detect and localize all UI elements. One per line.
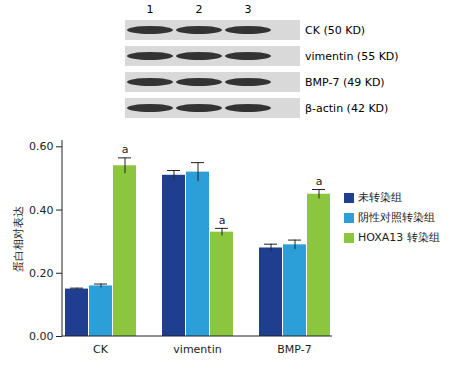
svg-text:0.00: 0.00 <box>29 330 54 343</box>
svg-text:0.40: 0.40 <box>29 204 54 217</box>
svg-text:a: a <box>122 143 129 156</box>
svg-text:BMP-7 (49 KD): BMP-7 (49 KD) <box>305 76 385 89</box>
svg-text:CK: CK <box>93 343 109 356</box>
html-text:HOXA13 转染组: HOXA13 转染组 <box>358 231 440 244</box>
svg-text:2: 2 <box>196 3 203 16</box>
svg-text:β-actin (42 KD): β-actin (42 KD) <box>305 102 388 115</box>
svg-text:vimentin: vimentin <box>173 343 221 356</box>
svg-text:vimentin (55 KD): vimentin (55 KD) <box>305 50 399 63</box>
svg-text:3: 3 <box>245 3 252 16</box>
svg-text:蛋白相对表达: 蛋白相对表达 <box>12 206 25 272</box>
svg-text:a: a <box>219 214 226 227</box>
svg-text:1: 1 <box>147 3 154 16</box>
html-text:未转染组: 未转染组 <box>358 191 402 204</box>
svg-text:0.20: 0.20 <box>29 267 54 280</box>
svg-text:0.60: 0.60 <box>29 140 54 153</box>
svg-text:a: a <box>316 175 323 188</box>
svg-text:BMP-7: BMP-7 <box>277 343 311 356</box>
svg-text:CK (50 KD): CK (50 KD) <box>305 24 365 37</box>
html-text:阴性对照转染组: 阴性对照转染组 <box>358 211 435 224</box>
